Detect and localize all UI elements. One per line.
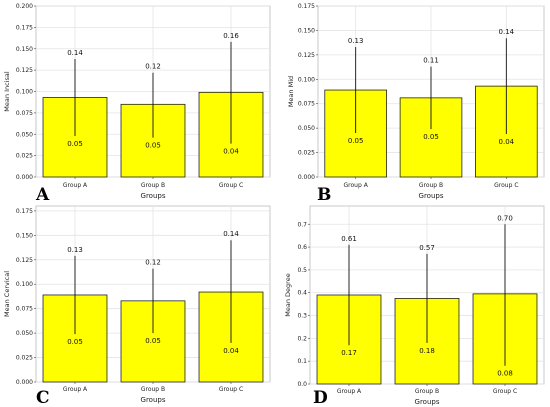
panel-b: 0.000 0.025 0.050 0.075 0.100 0.125 0.150 0.175… [287,3,545,205]
x-tick-label: Group C [493,388,517,395]
x-tick-label: Group A [63,386,88,393]
lower-value-label: 0.05 [423,133,439,141]
y-tick-label: 0.150 [298,27,315,34]
upper-value-label: 0.57 [419,244,435,252]
y-tick-label: 0.125 [16,257,33,264]
x-tick-label: Group C [219,386,243,393]
y-axis-label: Mean Degree [284,273,292,316]
x-tick-label: Group C [219,182,243,189]
x-axis-label: Groups [419,192,444,200]
y-tick-label: 0.000 [16,174,33,181]
upper-value-label: 0.14 [223,230,239,238]
y-tick-label: 0.025 [298,150,315,157]
lower-value-label: 0.05 [67,140,83,148]
lower-value-label: 0.08 [497,370,513,378]
upper-value-label: 0.61 [341,235,357,243]
panel-letter: C [36,388,50,407]
x-tick-label: Group B [141,182,165,189]
y-tick-label: 0.050 [298,125,315,132]
x-tick-label: Group C [494,182,518,189]
upper-value-label: 0.11 [423,57,439,65]
y-axis-label: Mean Incisal [3,71,11,112]
y-tick-label: 0.075 [16,306,33,313]
y-tick-label: 0.200 [16,3,33,10]
x-tick-label: Group A [63,182,88,189]
upper-value-label: 0.12 [145,259,161,267]
lower-value-label: 0.18 [419,347,435,355]
y-axis-label: Mean Cervical [3,271,11,317]
y-tick-label: 0.000 [16,379,33,386]
y-tick-label: 0.2 [297,335,307,342]
y-tick-label: 0.175 [16,24,33,31]
y-tick-label: 0.025 [16,355,33,362]
x-tick-label: Group B [141,386,165,393]
y-tick-label: 0.050 [16,330,33,337]
x-axis-label: Groups [141,396,166,404]
panel-letter: A [35,185,50,205]
upper-value-label: 0.14 [499,28,515,36]
lower-value-label: 0.17 [341,349,357,357]
y-tick-label: 0.1 [297,358,307,365]
upper-value-label: 0.13 [67,246,83,254]
y-tick-label: 0.000 [298,174,315,181]
y-tick-label: 0.125 [298,52,315,59]
lower-value-label: 0.04 [223,148,239,156]
y-tick-label: 0.100 [298,76,315,83]
y-tick-label: 0.150 [16,46,33,53]
x-tick-label: Group A [337,388,362,395]
y-tick-label: 0.3 [297,313,307,320]
y-tick-label: 0.150 [16,232,33,239]
panel-c: 0.000 0.025 0.050 0.075 0.100 0.125 0.150 0.175… [3,205,271,407]
lower-value-label: 0.05 [145,337,161,345]
upper-value-label: 0.14 [67,49,83,57]
panel-a: 0.000 0.025 0.050 0.075 0.100 0.125 0.150 0.175… [3,3,271,205]
x-tick-label: Group A [344,182,369,189]
y-tick-label: 0.7 [297,221,307,228]
y-tick-label: 0.175 [16,208,33,215]
upper-value-label: 0.70 [497,214,513,222]
y-tick-label: 0.5 [297,267,307,274]
y-tick-label: 0.175 [298,3,315,10]
lower-value-label: 0.04 [499,138,515,146]
y-tick-label: 0.075 [16,110,33,117]
upper-value-label: 0.13 [348,37,364,45]
y-tick-label: 0.0 [297,381,307,388]
x-tick-label: Group B [415,388,439,395]
lower-value-label: 0.05 [145,142,161,150]
panel-letter: D [313,388,328,407]
lower-value-label: 0.04 [223,347,239,355]
y-tick-label: 0.075 [298,101,315,108]
x-tick-label: Group B [419,182,443,189]
y-tick-label: 0.100 [16,281,33,288]
panel-letter: B [317,185,331,205]
y-axis-label: Mean Mid [287,76,295,107]
x-axis-label: Groups [141,192,166,200]
y-tick-label: 0.4 [297,290,307,297]
lower-value-label: 0.05 [348,137,364,145]
y-tick-label: 0.050 [16,131,33,138]
y-tick-label: 0.025 [16,153,33,160]
upper-value-label: 0.16 [223,32,239,40]
y-tick-label: 0.100 [16,89,33,96]
upper-value-label: 0.12 [145,63,161,71]
lower-value-label: 0.05 [67,338,83,346]
x-axis-label: Groups [415,398,440,406]
panel-d: 0.0 0.1 0.2 0.3 0.4 0.5 0.6 0.7 0.61 0.17 Group A 0… [284,205,545,407]
y-tick-label: 0.125 [16,67,33,74]
y-tick-label: 0.6 [297,244,307,251]
